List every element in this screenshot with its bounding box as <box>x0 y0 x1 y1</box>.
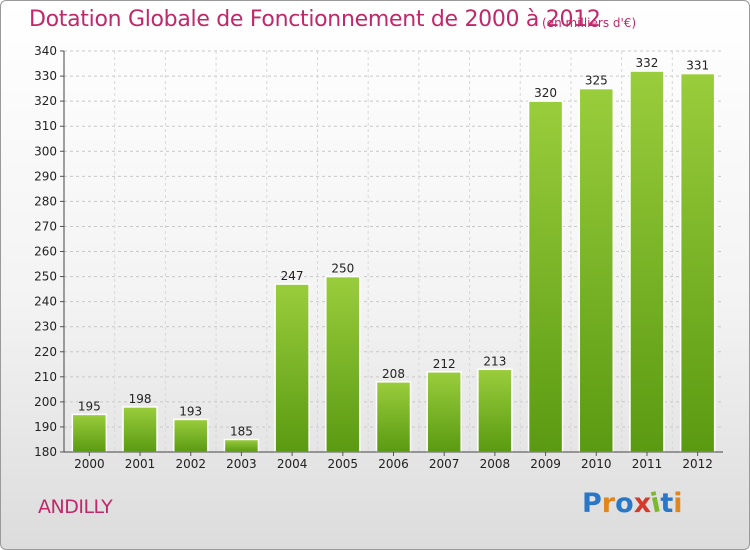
commune-name: ANDILLY <box>38 496 113 518</box>
y-tick-label: 260 <box>34 245 57 259</box>
bar-2007 <box>426 371 462 453</box>
proxiti-logo: Proxiti <box>582 487 683 520</box>
x-tick-label: 2012 <box>682 457 713 471</box>
y-tick-label: 240 <box>34 295 57 309</box>
y-tick-label: 200 <box>34 395 57 409</box>
bar-2002 <box>172 418 209 453</box>
value-label: 198 <box>129 392 152 406</box>
x-tick-label: 2008 <box>480 457 511 471</box>
bar-2000 <box>71 413 108 453</box>
value-label: 332 <box>636 56 659 70</box>
bar-2011 <box>629 70 665 453</box>
x-tick-label: 2005 <box>328 457 359 471</box>
value-label: 250 <box>331 262 354 276</box>
value-label: 212 <box>433 357 456 371</box>
y-tick-label: 250 <box>34 270 57 284</box>
x-tick-label: 2000 <box>74 457 105 471</box>
bar-2006 <box>375 381 412 453</box>
y-tick-label: 230 <box>34 320 57 334</box>
x-tick-label: 2002 <box>175 457 206 471</box>
x-tick-label: 2003 <box>226 457 257 471</box>
y-tick-label: 320 <box>34 94 57 108</box>
y-tick-label: 190 <box>34 420 57 434</box>
bar-2001 <box>122 406 158 453</box>
bar-2005 <box>325 275 361 453</box>
y-tick-label: 340 <box>34 44 57 58</box>
chart-title: Dotation Globale de Fonctionnement de 20… <box>29 7 601 32</box>
y-tick-label: 300 <box>34 144 57 158</box>
y-tick-label: 290 <box>34 169 57 183</box>
x-tick-label: 2010 <box>581 457 612 471</box>
value-label: 195 <box>78 399 101 413</box>
bar-2009 <box>527 100 564 453</box>
bar-2004 <box>274 283 310 453</box>
bars <box>71 70 716 453</box>
labels: 180 190 200 210 220 230 240 250 260 270 280 290 300 3… <box>34 44 713 471</box>
value-label: 320 <box>534 86 557 100</box>
bar-2008 <box>477 368 513 453</box>
y-tick-label: 310 <box>34 119 57 133</box>
x-tick-label: 2009 <box>530 457 561 471</box>
y-tick-label: 180 <box>34 445 57 459</box>
value-label: 208 <box>382 367 405 381</box>
bar-2010 <box>578 87 615 453</box>
y-tick-label: 330 <box>34 69 57 83</box>
value-label: 247 <box>281 269 304 283</box>
value-label: 331 <box>686 59 709 73</box>
axes <box>60 50 723 456</box>
y-tick-label: 280 <box>34 194 57 208</box>
value-label: 213 <box>483 354 506 368</box>
y-tick-label: 220 <box>34 345 57 359</box>
bar-2003 <box>223 438 260 453</box>
x-tick-label: 2006 <box>378 457 409 471</box>
x-tick-label: 2007 <box>429 457 460 471</box>
y-tick-label: 210 <box>34 370 57 384</box>
value-label: 185 <box>230 424 253 438</box>
bar-2012 <box>679 72 716 453</box>
value-label: 193 <box>179 404 202 418</box>
x-tick-label: 2004 <box>277 457 308 471</box>
value-label: 325 <box>585 74 608 88</box>
chart-subtitle: (en milliers d'€) <box>542 16 637 30</box>
x-tick-label: 2001 <box>125 457 156 471</box>
y-tick-label: 270 <box>34 219 57 233</box>
x-tick-label: 2011 <box>632 457 663 471</box>
